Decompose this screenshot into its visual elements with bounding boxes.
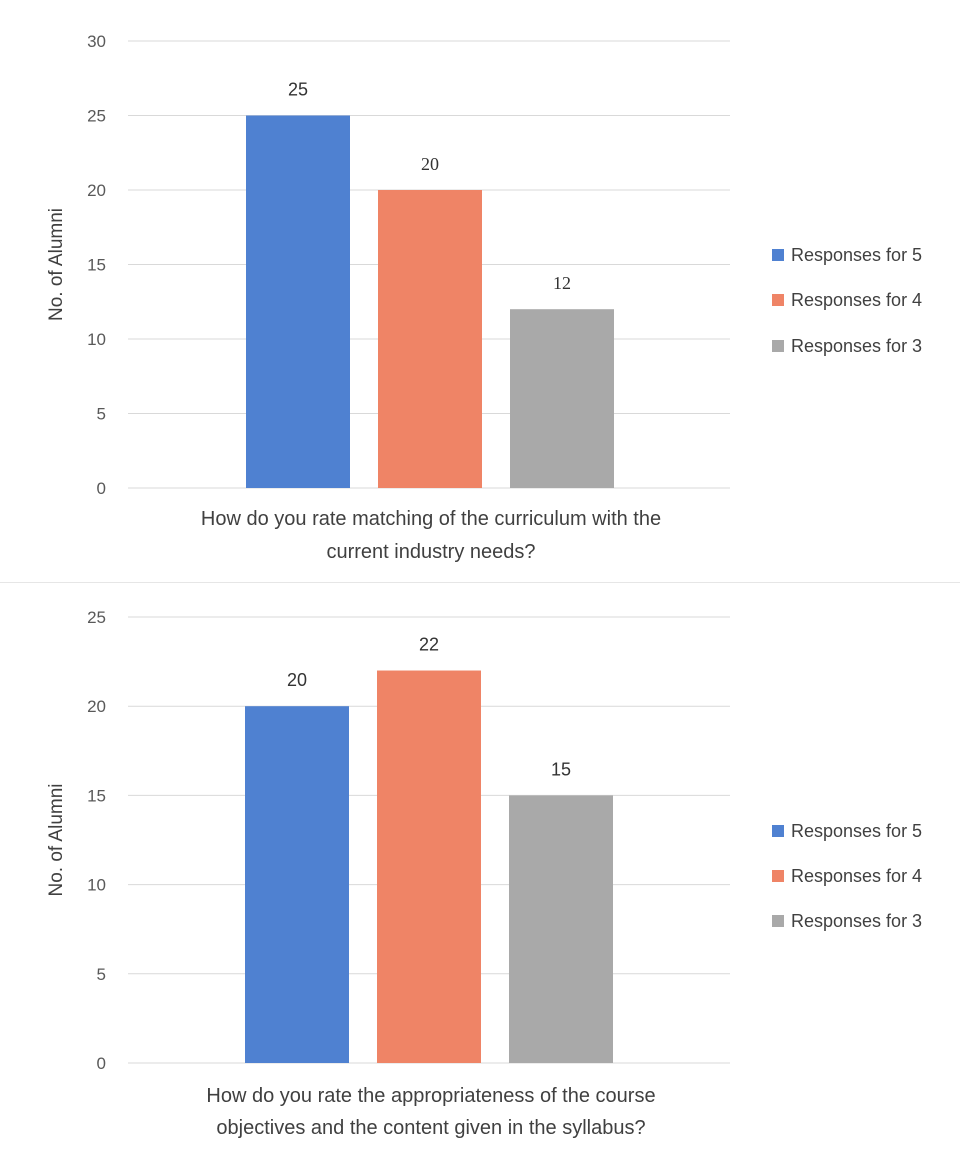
category-label-line-2: objectives and the content given in the … — [216, 1117, 645, 1139]
bar-responses-for-3 — [510, 309, 614, 488]
y-tick-label-25: 25 — [87, 608, 106, 627]
legend-swatch-responses-for-3 — [772, 915, 784, 927]
legend-swatch-responses-for-3 — [772, 340, 784, 352]
data-label-responses-for-3: 15 — [551, 759, 571, 779]
chart-1-svg: 0 5 10 15 20 25 30 No. of Alumni 25 20 12 How do yo… — [46, 32, 922, 563]
y-tick-label-5: 5 — [97, 965, 106, 984]
legend-swatch-responses-for-4 — [772, 294, 784, 306]
y-tick-label-20: 20 — [87, 181, 106, 200]
legend-label-responses-for-4: Responses for 4 — [791, 290, 922, 310]
legend-label-responses-for-3: Responses for 3 — [791, 911, 922, 931]
bar-responses-for-5 — [245, 706, 349, 1063]
category-label-line-1: How do you rate the appropriateness of t… — [206, 1085, 655, 1107]
category-label-line-2: current industry needs? — [326, 541, 535, 563]
data-label-responses-for-4: 20 — [421, 154, 439, 174]
bar-responses-for-4 — [378, 190, 482, 488]
chart-curriculum-industry-needs: 0 5 10 15 20 25 30 No. of Alumni 25 20 12 How do yo… — [46, 32, 922, 563]
legend-label-responses-for-3: Responses for 3 — [791, 336, 922, 356]
bar-responses-for-5 — [246, 115, 350, 488]
data-label-responses-for-5: 20 — [287, 670, 307, 690]
legend-swatch-responses-for-4 — [772, 870, 784, 882]
y-tick-label-15: 15 — [87, 256, 106, 275]
y-tick-label-10: 10 — [87, 330, 106, 349]
y-tick-label-10: 10 — [87, 876, 106, 895]
y-axis-title: No. of Alumni — [46, 208, 67, 321]
legend-label-responses-for-4: Responses for 4 — [791, 866, 922, 886]
bar-responses-for-3 — [509, 795, 613, 1063]
chart-2-svg: 0 5 10 15 20 25 No. of Alumni 20 22 15 How do you … — [46, 608, 922, 1139]
y-tick-label-5: 5 — [97, 405, 106, 424]
data-label-responses-for-5: 25 — [288, 80, 308, 100]
y-tick-label-20: 20 — [87, 697, 106, 716]
data-label-responses-for-4: 22 — [419, 635, 439, 655]
y-axis-title: No. of Alumni — [46, 784, 67, 897]
legend-label-responses-for-5: Responses for 5 — [791, 821, 922, 841]
y-tick-label-30: 30 — [87, 32, 106, 51]
y-tick-label-15: 15 — [87, 786, 106, 805]
y-tick-label-25: 25 — [87, 107, 106, 126]
y-tick-label-0: 0 — [97, 479, 106, 498]
legend-swatch-responses-for-5 — [772, 249, 784, 261]
bar-responses-for-4 — [377, 670, 481, 1063]
data-label-responses-for-3: 12 — [553, 273, 571, 293]
legend-swatch-responses-for-5 — [772, 825, 784, 837]
category-label-line-1: How do you rate matching of the curricul… — [201, 508, 661, 530]
chart-course-objectives-syllabus: 0 5 10 15 20 25 No. of Alumni 20 22 15 How do you … — [0, 582, 960, 1158]
y-tick-label-0: 0 — [97, 1054, 106, 1073]
chart-divider — [0, 582, 960, 583]
legend-label-responses-for-5: Responses for 5 — [791, 245, 922, 265]
